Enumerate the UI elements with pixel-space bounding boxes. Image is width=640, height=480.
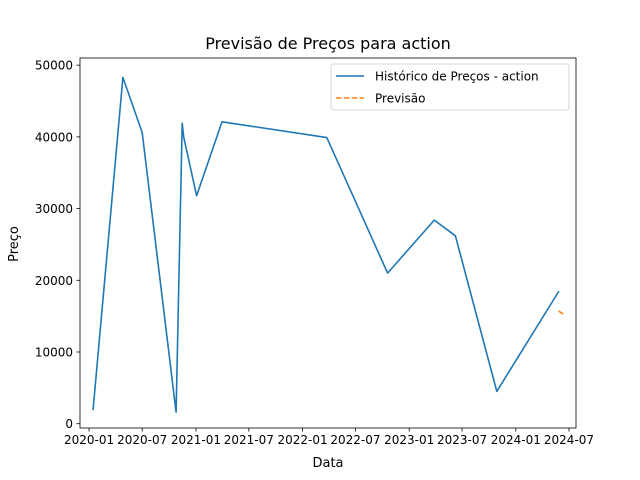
x-tick-label: 2024-07 <box>544 433 594 447</box>
chart-title: Previsão de Preços para action <box>205 34 451 53</box>
y-tick-label: 10000 <box>35 345 73 359</box>
legend-label-2: Previsão <box>375 92 425 106</box>
legend-box <box>330 63 570 111</box>
y-tick-label: 40000 <box>35 130 73 144</box>
x-tick-label: 2022-01 <box>278 433 328 447</box>
x-tick-label: 2020-01 <box>64 433 114 447</box>
x-tick-label: 2020-07 <box>117 433 167 447</box>
y-tick-label: 30000 <box>35 202 73 216</box>
y-tick-label: 50000 <box>35 59 73 73</box>
series-line-1 <box>92 76 560 413</box>
x-tick-label: 2021-07 <box>224 433 274 447</box>
y-tick-label: 20000 <box>35 274 73 288</box>
x-tick-label: 2024-01 <box>491 433 541 447</box>
series-line-2 <box>558 310 566 316</box>
x-tick-label: 2021-01 <box>171 433 221 447</box>
x-tick-label: 2023-07 <box>437 433 487 447</box>
y-tick-label: 0 <box>65 417 73 431</box>
plot-frame <box>79 57 577 429</box>
legend-label-1: Histórico de Preços - action <box>375 70 539 84</box>
legend: Histórico de Preços - action Previsão <box>330 63 570 111</box>
x-tick-label: 2023-01 <box>384 433 434 447</box>
x-axis-label: Data <box>312 456 343 471</box>
y-axis-label: Preço <box>7 226 22 262</box>
series-layer <box>92 76 566 413</box>
x-tick-label: 2022-07 <box>330 433 380 447</box>
axes-layer: 2020-01 2020-07 2021-01 2021-07 2022-01 2022-… <box>35 57 594 447</box>
